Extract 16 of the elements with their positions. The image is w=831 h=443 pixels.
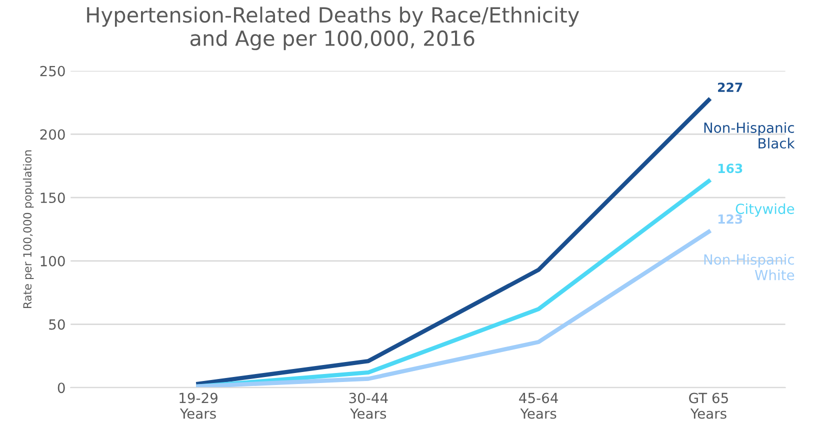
y-tick-label: 150 — [40, 192, 65, 204]
x-tick-label: 30-44 Years — [349, 392, 388, 419]
x-tick-label: 19-29 Years — [180, 392, 218, 419]
data-label: 227 — [718, 82, 742, 92]
y-tick-label: 50 — [49, 319, 65, 330]
y-tick-label: 200 — [40, 129, 65, 140]
y-tick-label: 250 — [40, 66, 65, 76]
chart-title: Hypertension-Related Deaths by Race/Ethnicity and Age per 100,000, 2016 — [87, 6, 580, 50]
series-label: Non-Hispanic Black — [704, 122, 795, 149]
x-tick-label: 45-64 Years — [519, 392, 558, 419]
data-label: 163 — [718, 164, 742, 174]
series-label: Non-Hispanic White — [704, 254, 794, 280]
y-tick-label: 0 — [58, 382, 65, 394]
x-tick-label: GT 65 Years — [689, 392, 728, 419]
y-tick-label: 100 — [40, 256, 65, 266]
y-axis-title: Rate per 100,000 population — [22, 150, 34, 308]
